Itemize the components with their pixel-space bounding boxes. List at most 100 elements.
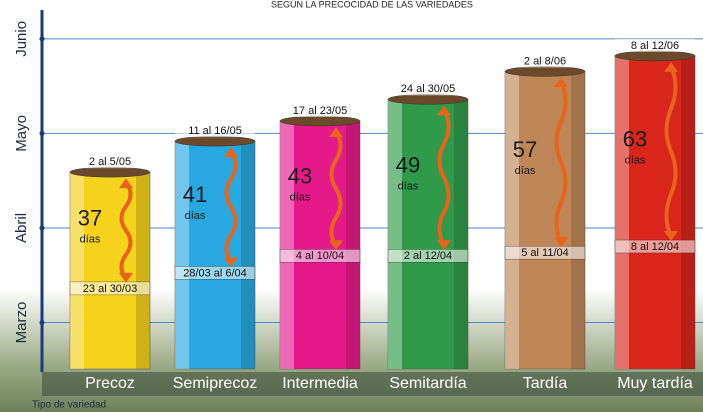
days-value: 49 [396,153,420,178]
bar-shade [136,172,150,369]
days-value: 63 [623,126,647,151]
y-tick-label: Mayo [13,115,30,152]
arrow-head [437,240,451,251]
bar-shade [681,55,695,370]
y-tick [39,130,45,136]
arrow-shaft [329,129,343,248]
days-unit: días [290,192,311,204]
bar [614,55,696,370]
arrow-head [329,240,343,251]
bar [279,120,361,370]
arrow-head [664,61,678,72]
start-band [387,249,469,263]
bar-shade [454,99,468,370]
bar-shade [241,141,255,369]
duration-arrow [437,105,451,251]
arrow-head [437,105,451,116]
bar-shade [346,121,360,369]
bar-cap [504,66,586,77]
bar-shade [571,71,585,370]
arrow-head [224,147,238,158]
arrow-shaft [554,80,568,245]
x-tick-label: Semiprecoz [173,375,257,392]
x-tick-label: Muy tardía [617,375,693,392]
arrow-shaft [664,65,678,238]
bar [174,140,256,370]
bar-cap [614,50,696,62]
y-tick-label: Marzo [13,302,30,344]
y-tick [39,225,45,231]
arrow-head [329,127,343,137]
y-tick [39,36,45,42]
duration-arrow [119,178,133,283]
start-label: 5 al 11/04 [521,247,569,259]
bar-cap [387,94,469,105]
end-label: 11 al 16/05 [188,125,242,137]
arrow-head [664,231,678,241]
bar-shade [280,121,294,369]
end-label-box [388,82,468,96]
start-band [504,245,586,260]
days-unit: días [515,165,536,177]
end-label: 2 al 8/06 [524,55,566,67]
bar-shade [388,99,402,370]
duration-arrow [329,127,343,251]
days-unit: días [185,210,206,222]
y-tick-label: Junio [13,21,30,57]
end-label-box [280,104,360,117]
duration-arrow [664,61,678,241]
start-label: 2 al 12/04 [404,250,452,262]
end-label-box [505,54,585,68]
days-value: 41 [183,182,207,207]
bar-shade [615,55,629,370]
arrow-head [554,77,568,88]
x-axis-label: Tipo de variedad [32,400,106,411]
duration-arrow [224,147,238,268]
arrow-shaft [119,180,133,281]
start-label: 23 al 30/03 [83,283,137,295]
bar-cap [279,115,361,127]
category-band [42,372,703,396]
arrow-head [119,272,133,283]
arrow-head [554,237,568,248]
duration-arrow [554,77,568,248]
end-label-box [70,155,150,169]
x-tick-label: Intermedia [282,375,358,392]
arrow-head [119,178,133,189]
end-label: 8 al 12/06 [631,40,679,52]
days-value: 43 [288,163,312,188]
days-unit: días [398,181,419,193]
y-tick-label: Abril [13,213,30,243]
start-band [174,266,256,280]
days-value: 37 [78,205,102,230]
days-value: 57 [513,137,537,162]
bar [387,99,469,370]
start-band [69,281,151,296]
y-tick [39,320,45,325]
end-label-box [175,124,255,138]
bar-cap [174,135,256,147]
arrow-shaft [224,150,238,265]
x-tick-label: Semitardía [389,375,466,392]
start-band [279,249,361,263]
start-label: 4 al 10/04 [296,250,344,262]
start-label: 8 al 12/04 [631,241,679,253]
bar-shade [175,141,189,369]
bar [504,71,586,370]
bar-shade [70,172,84,369]
arrow-head [224,257,238,268]
bar-cap [69,166,151,178]
start-band [614,239,696,254]
chart-title: SEGÚN LA PRECOCIDAD DE LAS VARIEDADES [271,0,473,9]
bar [69,171,151,370]
x-tick-label: Precoz [85,375,135,392]
x-tick-label: Tardía [523,375,568,392]
arrow-shaft [437,108,451,248]
days-unit: días [80,233,101,245]
start-label: 28/03 al 6/04 [183,267,247,279]
end-label: 24 al 30/05 [401,83,455,95]
bar-shade [505,71,519,370]
end-label: 17 al 23/05 [293,105,347,117]
end-label: 2 al 5/05 [89,156,131,168]
